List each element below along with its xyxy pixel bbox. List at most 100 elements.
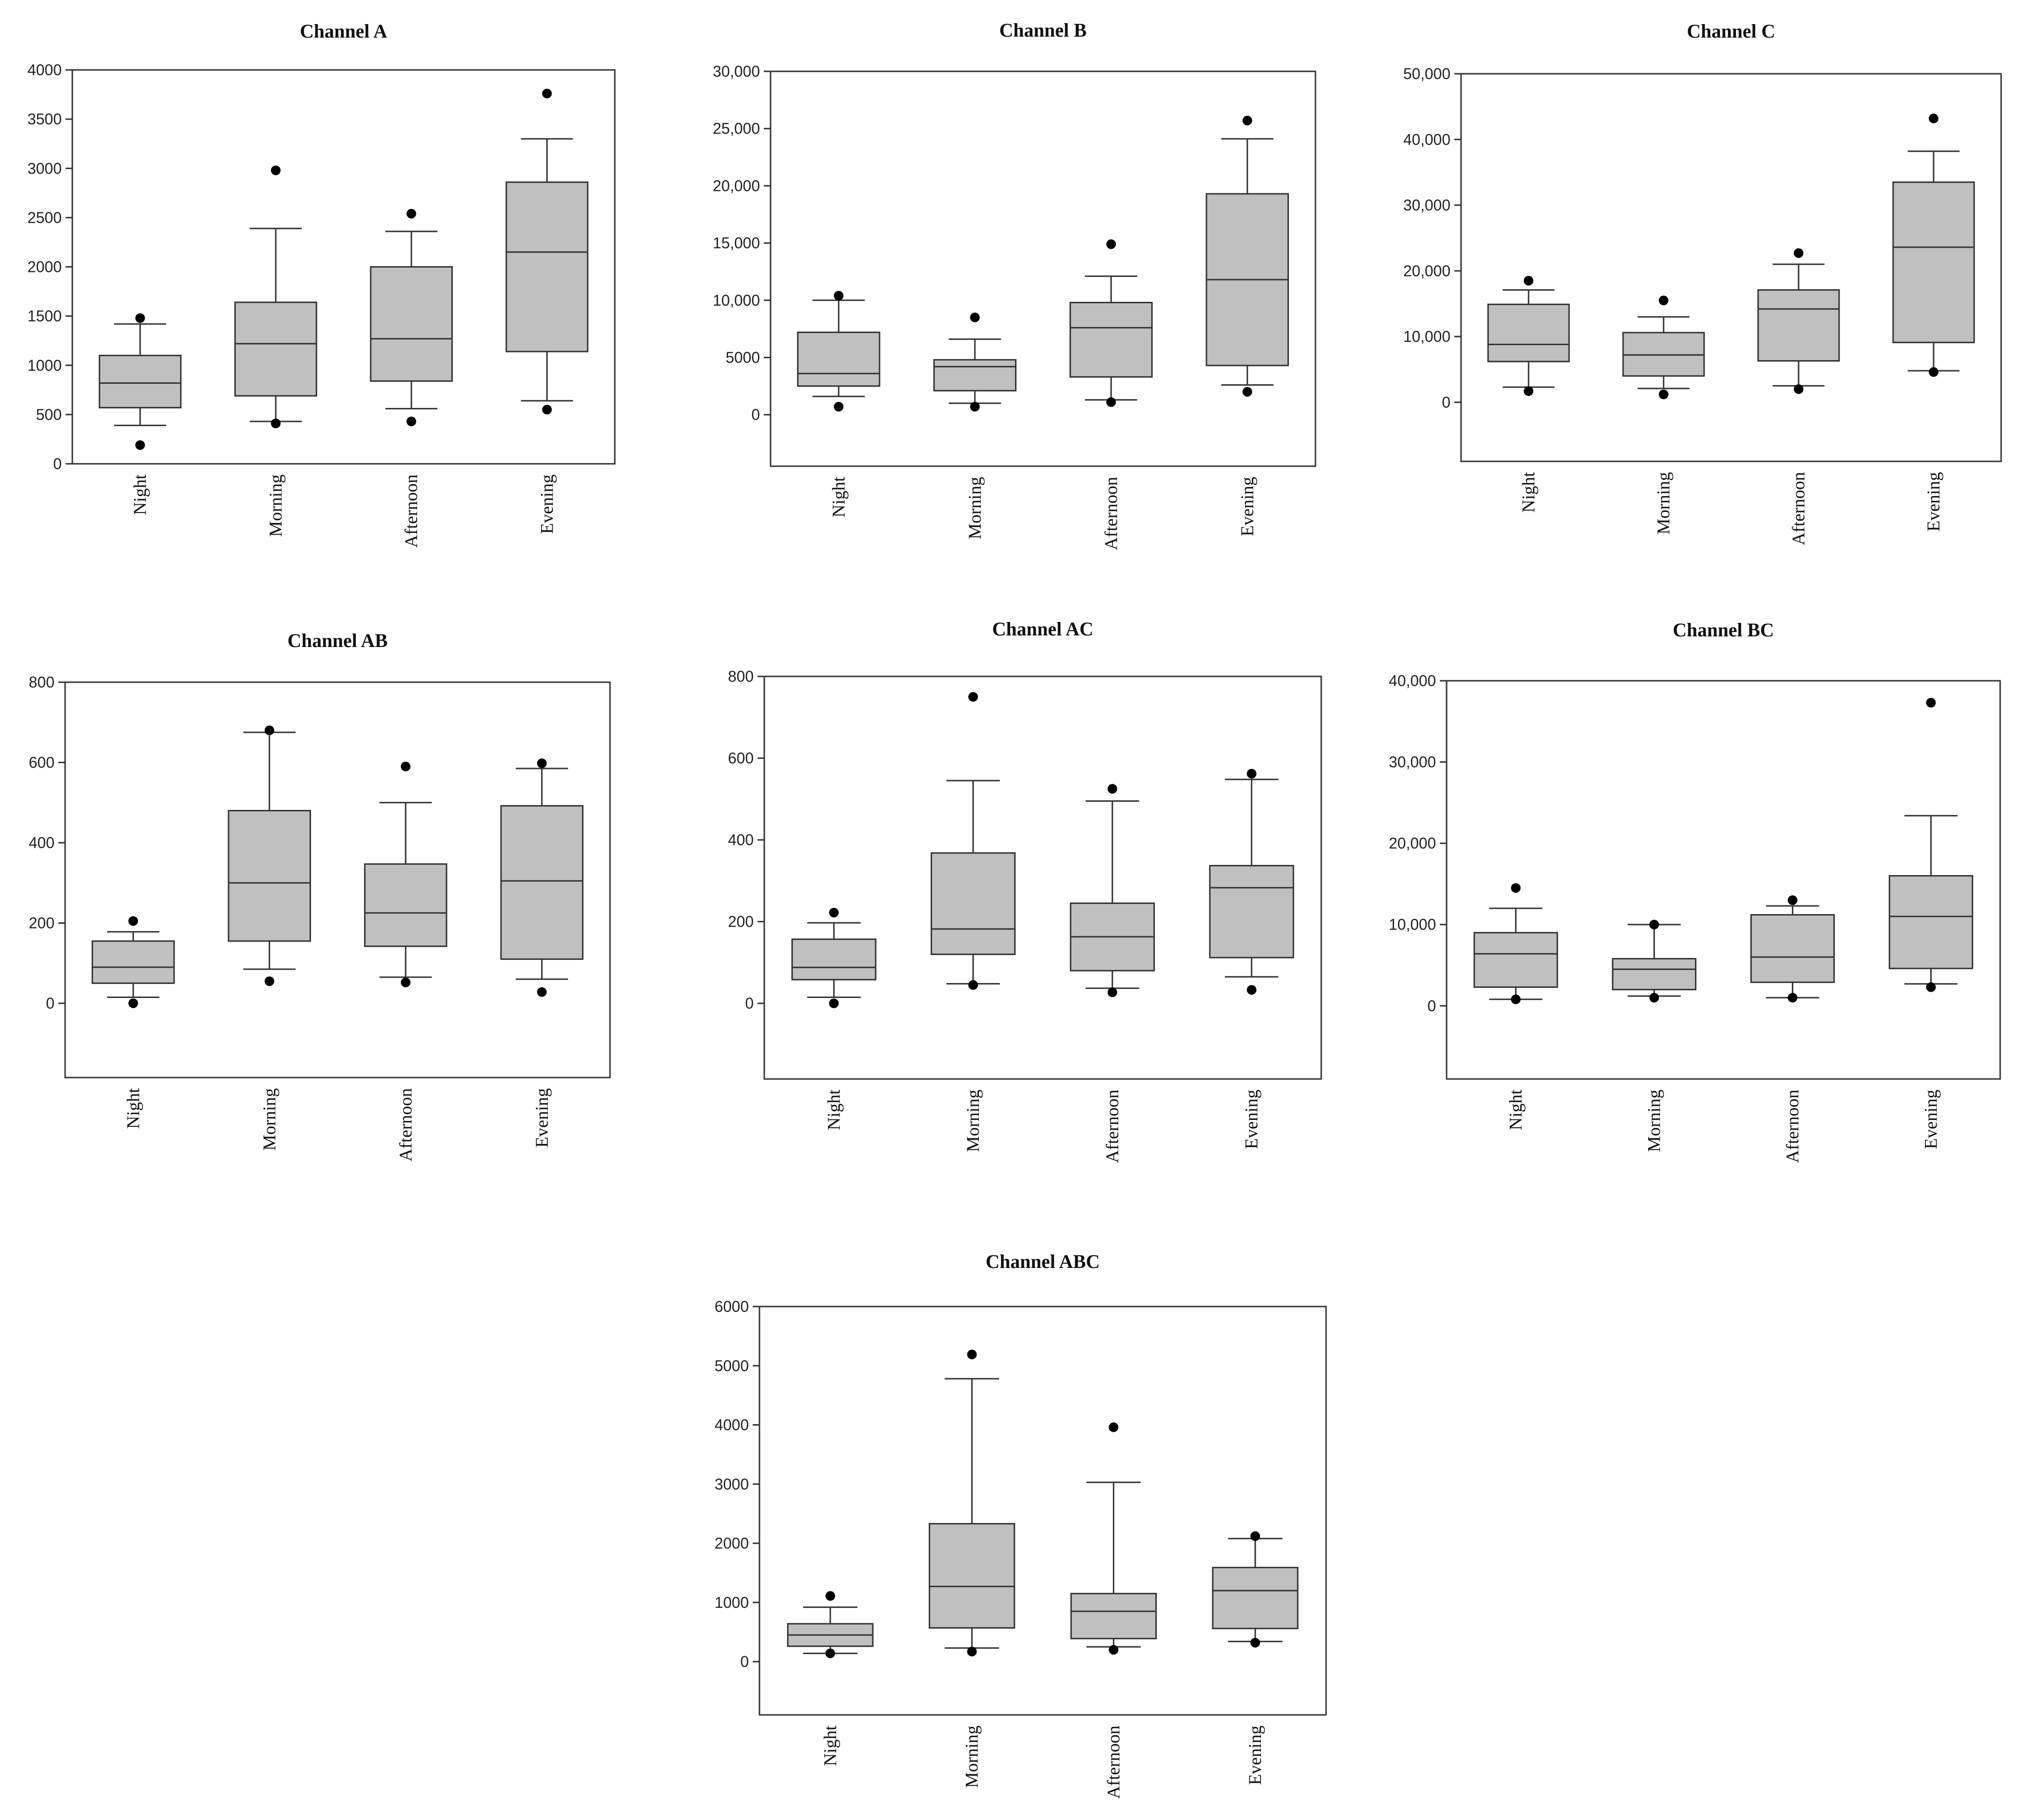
outlier-point <box>1242 387 1252 397</box>
box-group <box>931 692 1016 990</box>
iqr-box <box>505 181 589 352</box>
x-category-label: Night <box>123 1088 143 1129</box>
iqr-box <box>929 1523 1016 1629</box>
y-tick-label: 10,000 <box>1403 328 1450 345</box>
plot-frame <box>1446 680 2001 1080</box>
plot-frame <box>1460 73 2002 462</box>
outlier-point <box>1926 698 1936 708</box>
x-category-label: Evening <box>532 1088 552 1147</box>
y-tick-label: 500 <box>36 406 62 423</box>
x-category-label: Evening <box>1246 1726 1265 1785</box>
y-tick-label: 50,000 <box>1403 65 1450 82</box>
y-tick-label: 1500 <box>27 308 62 325</box>
chart-title: Channel AC <box>992 618 1093 640</box>
x-category-label: Morning <box>963 1090 983 1152</box>
x-category-label: Morning <box>1645 1090 1665 1152</box>
outlier-point <box>968 692 978 702</box>
y-tick-label: 600 <box>728 750 754 767</box>
y-tick-label: 400 <box>29 834 54 851</box>
iqr-box <box>500 805 583 960</box>
y-tick-label: 0 <box>751 406 760 423</box>
iqr-box <box>228 809 311 942</box>
plot-frame <box>763 675 1322 1080</box>
y-tick-label: 4000 <box>27 61 62 79</box>
outlier-point <box>135 440 145 450</box>
x-category-label: Afternoon <box>1783 1090 1803 1163</box>
outlier-point <box>128 998 138 1008</box>
x-category-label: Night <box>1506 1089 1526 1130</box>
iqr-box <box>1473 932 1558 988</box>
y-tick-label: 2000 <box>27 258 62 276</box>
outlier-point <box>1659 390 1668 400</box>
outlier-point <box>537 758 547 768</box>
x-category-label: Evening <box>1924 472 1944 531</box>
y-tick-label: 10,000 <box>1389 916 1436 933</box>
x-category-label: Afternoon <box>1789 472 1809 545</box>
box-group <box>929 1349 1016 1657</box>
outlier-point <box>1107 987 1117 998</box>
box-group <box>500 758 583 997</box>
outlier-point <box>1246 985 1257 995</box>
chart-panel: Channel BC 0 10,000 20,000 30,000 40,000 Night… <box>1389 619 2001 1163</box>
x-category-label: Morning <box>1654 472 1674 535</box>
y-tick-label: 1000 <box>715 1594 749 1611</box>
box-group <box>1070 1422 1157 1655</box>
outlier-point <box>1649 919 1659 930</box>
y-tick-label: 3500 <box>27 110 62 128</box>
chart-panel: Channel ABC 0 1000 2000 3000 4000 5000 6000 Nigh… <box>715 1251 1327 1799</box>
y-tick-label: 800 <box>29 674 54 691</box>
x-category-label: Morning <box>965 477 985 539</box>
box-group <box>364 761 447 987</box>
plot-frame <box>758 1306 1327 1716</box>
box-group <box>1070 784 1155 998</box>
outlier-point <box>1250 1531 1260 1541</box>
iqr-box <box>1888 875 1974 970</box>
y-tick-label: 200 <box>728 913 754 930</box>
chart-panel: Channel AB 0 200 400 600 800 Night Morning After… <box>29 630 611 1161</box>
y-tick-label: 200 <box>29 914 54 931</box>
chart-title: Channel ABC <box>986 1251 1100 1272</box>
outlier-point <box>271 418 281 429</box>
y-tick-label: 15,000 <box>713 234 760 252</box>
outlier-point <box>1109 1645 1119 1655</box>
outlier-point <box>1246 768 1257 779</box>
chart-title: Channel AB <box>287 630 388 651</box>
box-group <box>1487 276 1570 396</box>
box-group <box>791 907 877 1009</box>
y-tick-label: 600 <box>29 754 54 771</box>
outlier-point <box>1524 276 1533 286</box>
y-tick-label: 1000 <box>27 357 62 374</box>
x-category-label: Afternoon <box>1103 1090 1123 1163</box>
box-group <box>92 916 175 1008</box>
y-tick-label: 25,000 <box>713 120 760 137</box>
chart-panel: Channel B 0 5000 10,000 15,000 20,000 25,000 30… <box>713 19 1316 550</box>
chart-title: Channel B <box>999 19 1086 41</box>
outlier-point <box>128 916 138 926</box>
chart-title: Channel C <box>1687 20 1775 42</box>
y-tick-label: 30,000 <box>1389 754 1436 771</box>
x-category-label: Night <box>829 476 849 517</box>
plot-frame <box>770 70 1316 467</box>
iqr-box <box>933 359 1016 391</box>
box-group <box>1070 239 1153 407</box>
outlier-point <box>1250 1638 1260 1648</box>
outlier-point <box>1107 784 1117 794</box>
y-tick-label: 5000 <box>715 1357 749 1375</box>
x-category-label: Morning <box>260 1088 280 1151</box>
y-tick-label: 3000 <box>715 1475 749 1493</box>
box-group <box>933 312 1016 412</box>
outlier-point <box>834 402 844 412</box>
iqr-box <box>1209 864 1294 958</box>
box-group <box>1612 919 1697 1003</box>
y-tick-label: 20,000 <box>1403 262 1450 280</box>
x-category-label: Afternoon <box>396 1088 416 1161</box>
box-group <box>1212 1531 1299 1648</box>
x-category-label: Night <box>821 1725 840 1766</box>
box-group <box>1622 296 1705 400</box>
iqr-box <box>1612 958 1697 991</box>
outlier-point <box>406 417 417 427</box>
box-group <box>505 89 589 415</box>
chart-title: Channel A <box>300 20 387 42</box>
iqr-box <box>364 863 447 947</box>
outlier-point <box>834 291 844 301</box>
